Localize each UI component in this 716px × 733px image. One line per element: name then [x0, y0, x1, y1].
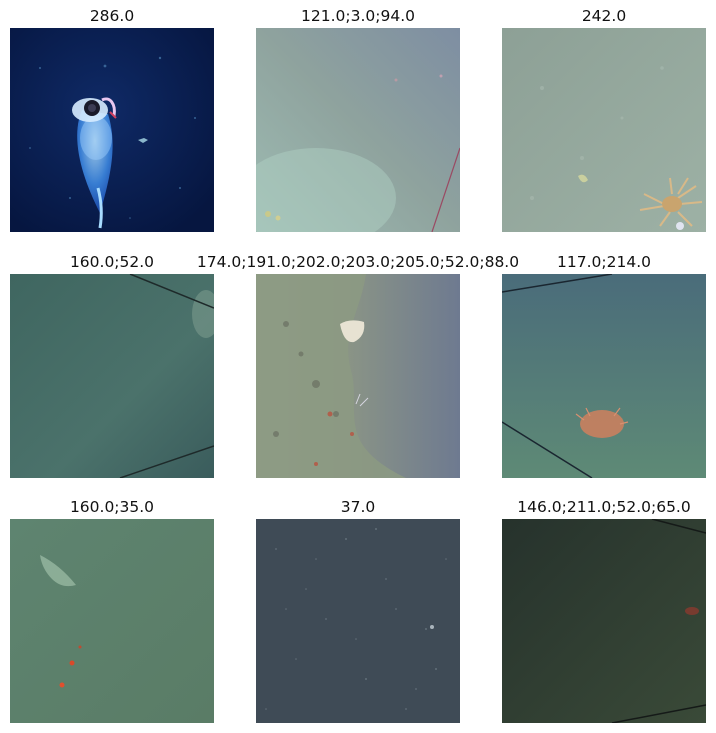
tile-image-green-water [10, 519, 214, 723]
tile-image-speckled-seafloor [256, 519, 460, 723]
tile-image-squid [10, 28, 214, 232]
tile-title: 37.0 [340, 498, 376, 516]
tile-title: 174.0;191.0;202.0;203.0;205.0;52.0;88.0 [196, 253, 520, 271]
tile-title: 242.0 [581, 7, 627, 25]
tile-image-teal-water [10, 274, 214, 478]
tile-title: 160.0;52.0 [69, 253, 155, 271]
tile-image-rocky-wall [256, 274, 460, 478]
tile-title: 121.0;3.0;94.0 [301, 7, 415, 25]
tile-title: 286.0 [89, 7, 135, 25]
tile-title: 117.0;214.0 [557, 253, 651, 271]
tile-image-orange-creature [502, 274, 706, 478]
tile-title: 160.0;35.0 [69, 498, 155, 516]
tile-title: 146.0;211.0;52.0;65.0 [517, 498, 691, 516]
tile-image-crab-seafloor [502, 28, 706, 232]
tile-image-dark-green-water [502, 519, 706, 723]
tile-image-grey-seafloor [256, 28, 460, 232]
